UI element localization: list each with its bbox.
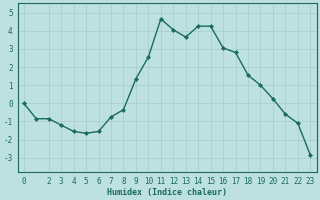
X-axis label: Humidex (Indice chaleur): Humidex (Indice chaleur) xyxy=(107,188,227,197)
